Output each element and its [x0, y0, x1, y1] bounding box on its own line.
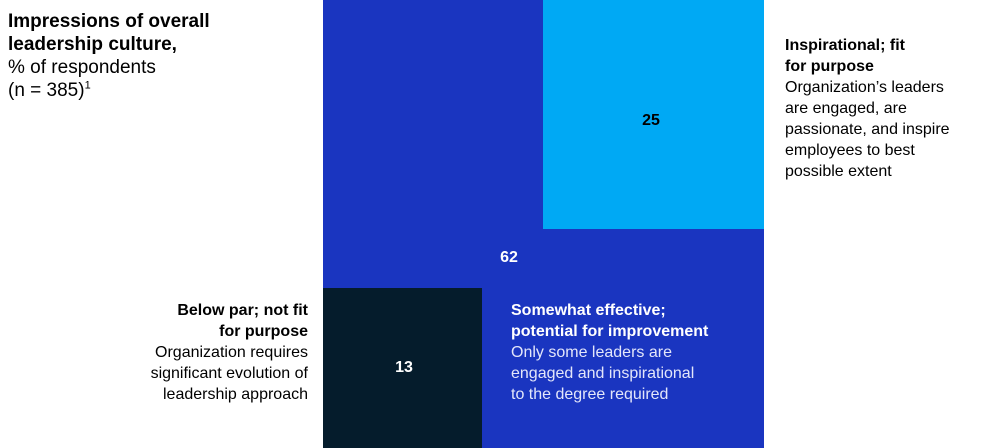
label-description-line: to the degree required — [511, 386, 669, 403]
chart-title: Impressions of overall leadership cultur… — [8, 11, 210, 55]
label-description-line: leadership approach — [163, 386, 308, 403]
label-description-line: are engaged, are — [785, 100, 907, 117]
label-description-line: passionate, and inspire — [785, 121, 950, 138]
sample-size-text: (n = 385) — [8, 80, 85, 101]
label-heading-line: Somewhat effective; — [511, 302, 666, 319]
treemap-block-inspirational — [543, 0, 764, 229]
value-label-below-par: 13 — [395, 359, 413, 376]
legend-label-inspirational: Inspirational; fit for purpose Organizat… — [785, 35, 980, 182]
chart-sample-size: (n = 385)1 — [8, 79, 308, 102]
treemap-block-below-par — [323, 288, 482, 448]
label-heading-line: for purpose — [219, 323, 308, 340]
label-description-line: significant evolution of — [150, 365, 308, 382]
label-description-line: possible extent — [785, 163, 892, 180]
label-description-line: Organization requires — [155, 344, 308, 361]
legend-label-somewhat-effective: Somewhat effective; potential for improv… — [511, 300, 751, 405]
chart-title-block: Impressions of overall leadership cultur… — [8, 10, 308, 102]
footnote-marker: 1 — [84, 79, 91, 92]
label-description-line: Only some leaders are — [511, 344, 672, 361]
legend-label-below-par: Below par; not fit for purpose Organizat… — [100, 300, 308, 405]
chart-subtitle: % of respondents — [8, 57, 156, 78]
label-heading-line: potential for improvement — [511, 323, 709, 340]
label-heading-line: Below par; not fit — [177, 302, 308, 319]
label-heading-line: Inspirational; fit — [785, 37, 905, 54]
label-heading-line: for purpose — [785, 58, 874, 75]
value-label-inspirational: 25 — [642, 112, 660, 129]
label-description-line: engaged and inspirational — [511, 365, 695, 382]
label-description-line: Organization’s leaders — [785, 79, 944, 96]
value-label-somewhat-effective: 62 — [500, 249, 518, 266]
label-description-line: employees to best — [785, 142, 915, 159]
